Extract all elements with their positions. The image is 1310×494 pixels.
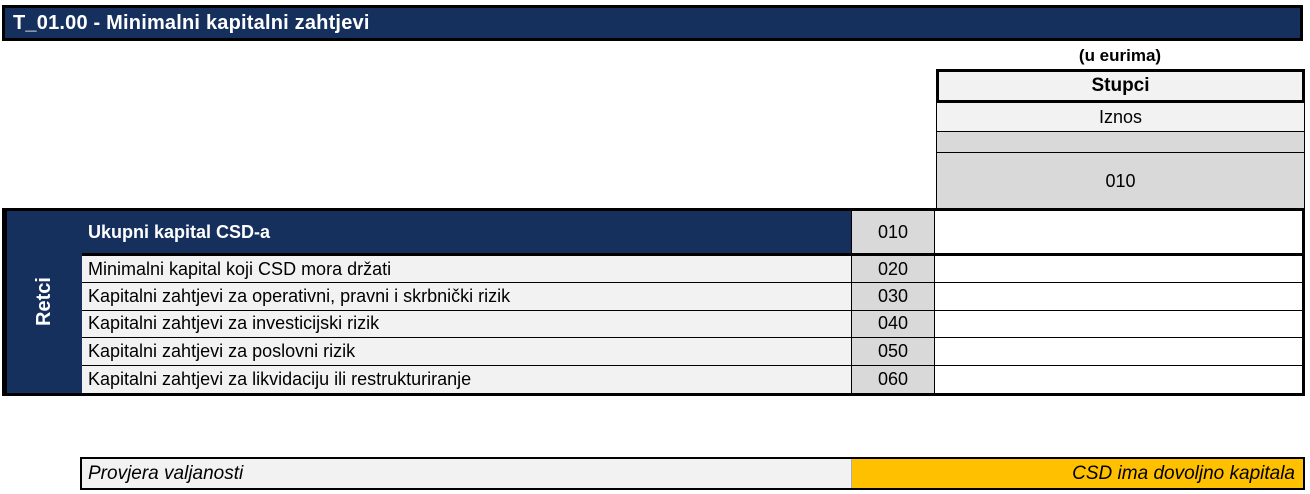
row-value-cell[interactable]	[935, 283, 1302, 311]
columns-header-stupci: Stupci	[936, 69, 1305, 103]
row-label: Kapitalni zahtjevi za likvidaciju ili re…	[82, 365, 852, 393]
currency-unit-note: (u eurima)	[1078, 46, 1162, 65]
row-label: Kapitalni zahtjevi za poslovni rizik	[82, 338, 852, 366]
row-value-cell[interactable]	[935, 256, 1302, 284]
validation-status-badge: CSD ima dovoljno kapitala	[852, 459, 1303, 488]
row-code: 030	[852, 283, 935, 311]
row-value-cell[interactable]	[935, 338, 1302, 366]
row-label: Kapitalni zahtjevi za operativni, pravni…	[82, 283, 852, 311]
capital-requirements-table: Retci Ukupni kapital CSD-a 010 Minimalni k…	[2, 208, 1305, 396]
row-value-cell[interactable]	[935, 310, 1302, 339]
row-label: Ukupni kapital CSD-a	[82, 211, 852, 256]
template-title: T_01.00 - Minimalni kapitalni zahtjevi	[13, 11, 370, 34]
rows-header-retci: Retci	[5, 211, 82, 393]
row-code: 040	[852, 310, 935, 339]
row-code: 010	[852, 211, 935, 256]
row-label: Minimalni kapital koji CSD mora držati	[82, 256, 852, 284]
column-label-iznos: Iznos	[936, 102, 1305, 132]
validation-row: Provjera valjanosti CSD ima dovoljno kap…	[80, 457, 1305, 490]
validation-label: Provjera valjanosti	[82, 459, 852, 488]
template-title-bar: T_01.00 - Minimalni kapitalni zahtjevi	[2, 5, 1303, 41]
row-code: 050	[852, 338, 935, 366]
row-label: Kapitalni zahtjevi za investicijski rizi…	[82, 310, 852, 339]
row-value-cell[interactable]	[935, 365, 1302, 393]
column-code-010: 010	[936, 152, 1305, 210]
row-value-cell[interactable]	[935, 211, 1302, 256]
row-code: 060	[852, 365, 935, 393]
row-code: 020	[852, 256, 935, 284]
column-header-spacer	[936, 131, 1305, 153]
